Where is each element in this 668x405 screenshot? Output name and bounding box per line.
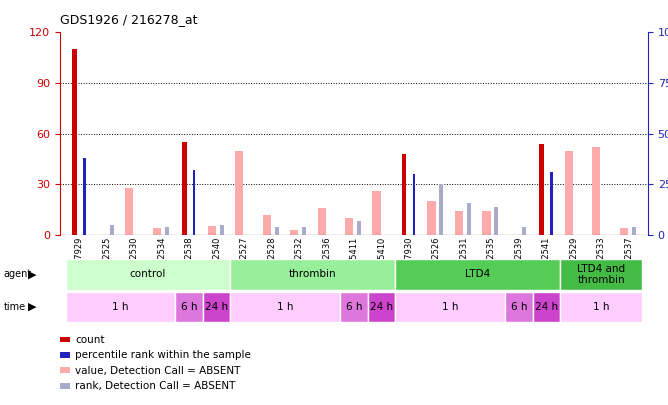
Bar bbox=[182, 142, 186, 235]
Bar bbox=[482, 211, 490, 235]
Text: control: control bbox=[130, 269, 166, 279]
Text: 1 h: 1 h bbox=[442, 302, 458, 312]
Bar bbox=[220, 225, 224, 235]
Text: GDS1926 / 216278_at: GDS1926 / 216278_at bbox=[60, 13, 198, 26]
Bar bbox=[539, 144, 544, 235]
Text: 6 h: 6 h bbox=[510, 302, 527, 312]
Bar bbox=[302, 227, 306, 235]
Bar bbox=[72, 49, 77, 235]
Bar bbox=[230, 259, 395, 290]
Bar bbox=[176, 292, 203, 322]
Bar bbox=[467, 202, 471, 235]
Bar bbox=[110, 225, 114, 235]
Text: LTD4: LTD4 bbox=[465, 269, 490, 279]
Text: 6 h: 6 h bbox=[346, 302, 362, 312]
Text: ▶: ▶ bbox=[28, 302, 37, 311]
Text: time: time bbox=[3, 302, 25, 311]
Text: 24 h: 24 h bbox=[205, 302, 228, 312]
Bar bbox=[413, 174, 415, 235]
Text: 24 h: 24 h bbox=[370, 302, 393, 312]
Text: 1 h: 1 h bbox=[593, 302, 609, 312]
Bar bbox=[193, 170, 196, 235]
Bar bbox=[368, 292, 395, 322]
Text: percentile rank within the sample: percentile rank within the sample bbox=[75, 350, 251, 360]
Bar bbox=[373, 191, 381, 235]
Text: thrombin: thrombin bbox=[289, 269, 337, 279]
Bar bbox=[395, 259, 560, 290]
Bar bbox=[290, 230, 299, 235]
Bar bbox=[532, 292, 560, 322]
Text: value, Detection Call = ABSENT: value, Detection Call = ABSENT bbox=[75, 366, 240, 375]
Bar bbox=[203, 292, 230, 322]
Bar bbox=[65, 292, 176, 322]
Bar bbox=[632, 227, 636, 235]
Bar bbox=[235, 151, 243, 235]
Bar bbox=[345, 218, 353, 235]
Bar bbox=[275, 227, 279, 235]
Bar bbox=[564, 151, 573, 235]
Bar bbox=[494, 207, 498, 235]
Bar bbox=[395, 292, 505, 322]
Bar bbox=[357, 221, 361, 235]
Bar bbox=[522, 227, 526, 235]
Bar bbox=[208, 226, 216, 235]
Bar bbox=[83, 158, 86, 235]
Text: agent: agent bbox=[3, 269, 31, 279]
Bar bbox=[263, 215, 271, 235]
Bar bbox=[455, 211, 463, 235]
Bar bbox=[440, 184, 444, 235]
Bar bbox=[65, 259, 230, 290]
Bar bbox=[428, 201, 436, 235]
Text: LTD4 and
thrombin: LTD4 and thrombin bbox=[577, 264, 625, 285]
Bar bbox=[550, 172, 552, 235]
Text: 24 h: 24 h bbox=[535, 302, 558, 312]
Bar bbox=[153, 228, 161, 235]
Text: ▶: ▶ bbox=[28, 269, 37, 279]
Bar bbox=[340, 292, 368, 322]
Text: count: count bbox=[75, 335, 104, 345]
Text: rank, Detection Call = ABSENT: rank, Detection Call = ABSENT bbox=[75, 381, 235, 391]
Bar bbox=[401, 154, 406, 235]
Text: 1 h: 1 h bbox=[277, 302, 294, 312]
Text: 1 h: 1 h bbox=[112, 302, 129, 312]
Bar bbox=[505, 292, 532, 322]
Bar bbox=[317, 208, 326, 235]
Text: 6 h: 6 h bbox=[181, 302, 198, 312]
Bar bbox=[560, 259, 643, 290]
Bar bbox=[164, 227, 169, 235]
Bar bbox=[230, 292, 340, 322]
Bar bbox=[560, 292, 643, 322]
Bar bbox=[125, 188, 134, 235]
Bar bbox=[593, 147, 601, 235]
Bar bbox=[620, 228, 628, 235]
